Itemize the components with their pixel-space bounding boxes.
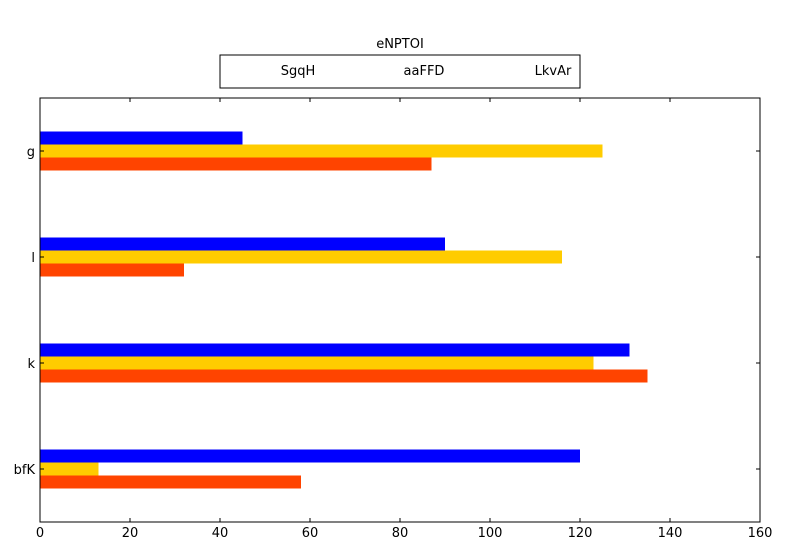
x-tick-label: 20 bbox=[122, 526, 139, 541]
plot-area: g l k bfK 0 20 40 60 80 100 120 140 160 bbox=[14, 97, 773, 541]
x-tick-label: 60 bbox=[302, 526, 319, 541]
bar-k-3 bbox=[40, 369, 648, 383]
bar-bfK-2 bbox=[40, 462, 99, 476]
x-tick-label: 140 bbox=[658, 526, 683, 541]
y-tick-label: l bbox=[31, 251, 35, 266]
bar-g-2 bbox=[40, 144, 603, 158]
bar-l-1 bbox=[40, 237, 445, 251]
y-tick-label: g bbox=[27, 145, 35, 160]
chart-title: eNPTOI bbox=[376, 37, 424, 52]
x-tick-label: 120 bbox=[568, 526, 593, 541]
legend-box bbox=[219, 54, 581, 89]
x-tick-label: 40 bbox=[212, 526, 229, 541]
bar-g-1 bbox=[40, 131, 243, 145]
bar-l-3 bbox=[40, 263, 184, 277]
legend-label-series-2: aaFFD bbox=[404, 64, 445, 79]
legend-label-series-3: LkvAr bbox=[535, 64, 572, 79]
legend: SgqH aaFFD LkvAr bbox=[219, 54, 581, 89]
x-tick-label: 100 bbox=[478, 526, 503, 541]
bar-bfK-1 bbox=[40, 449, 580, 463]
legend-label-series-1: SgqH bbox=[281, 64, 316, 79]
y-tick-label: bfK bbox=[14, 463, 36, 478]
bar-k-1 bbox=[40, 343, 630, 357]
bar-g-3 bbox=[40, 157, 432, 171]
bar-bfK-3 bbox=[40, 475, 301, 489]
bar-k-2 bbox=[40, 356, 594, 370]
x-tick-label: 0 bbox=[36, 526, 44, 541]
x-tick-label: 80 bbox=[392, 526, 409, 541]
bar-l-2 bbox=[40, 250, 562, 264]
x-tick-label: 160 bbox=[748, 526, 773, 541]
plot-frame bbox=[39, 97, 761, 523]
y-tick-label: k bbox=[27, 357, 35, 372]
